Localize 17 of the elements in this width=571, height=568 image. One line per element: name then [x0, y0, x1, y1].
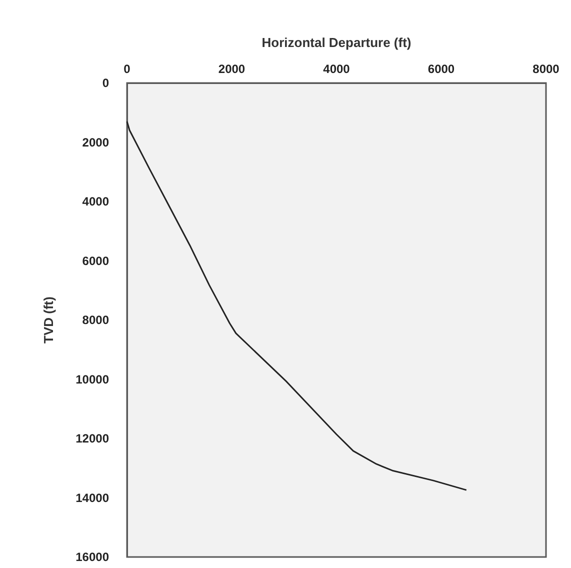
y-tick-label: 14000: [76, 490, 110, 505]
x-axis-title: Horizontal Departure (ft): [262, 35, 412, 50]
y-tick-label: 10000: [76, 372, 110, 386]
line-series: [126, 120, 468, 491]
y-tick-label: 4000: [82, 194, 110, 208]
y-tick-label: 2000: [82, 135, 110, 150]
x-tick-label: 2000: [218, 62, 246, 76]
y-axis-title: TVD (ft): [41, 296, 56, 344]
x-tick-label: 0: [124, 62, 131, 76]
y-tick-label: 12000: [76, 432, 110, 446]
y-tick-label: 8000: [82, 313, 110, 327]
x-tick-label: 4000: [323, 62, 350, 76]
y-tick-label: 0: [102, 76, 110, 90]
x-tick-label: 8000: [532, 62, 560, 76]
y-tick-label: 16000: [76, 550, 110, 564]
x-tick-label: 6000: [428, 62, 455, 76]
y-tick-label: 6000: [82, 254, 110, 268]
